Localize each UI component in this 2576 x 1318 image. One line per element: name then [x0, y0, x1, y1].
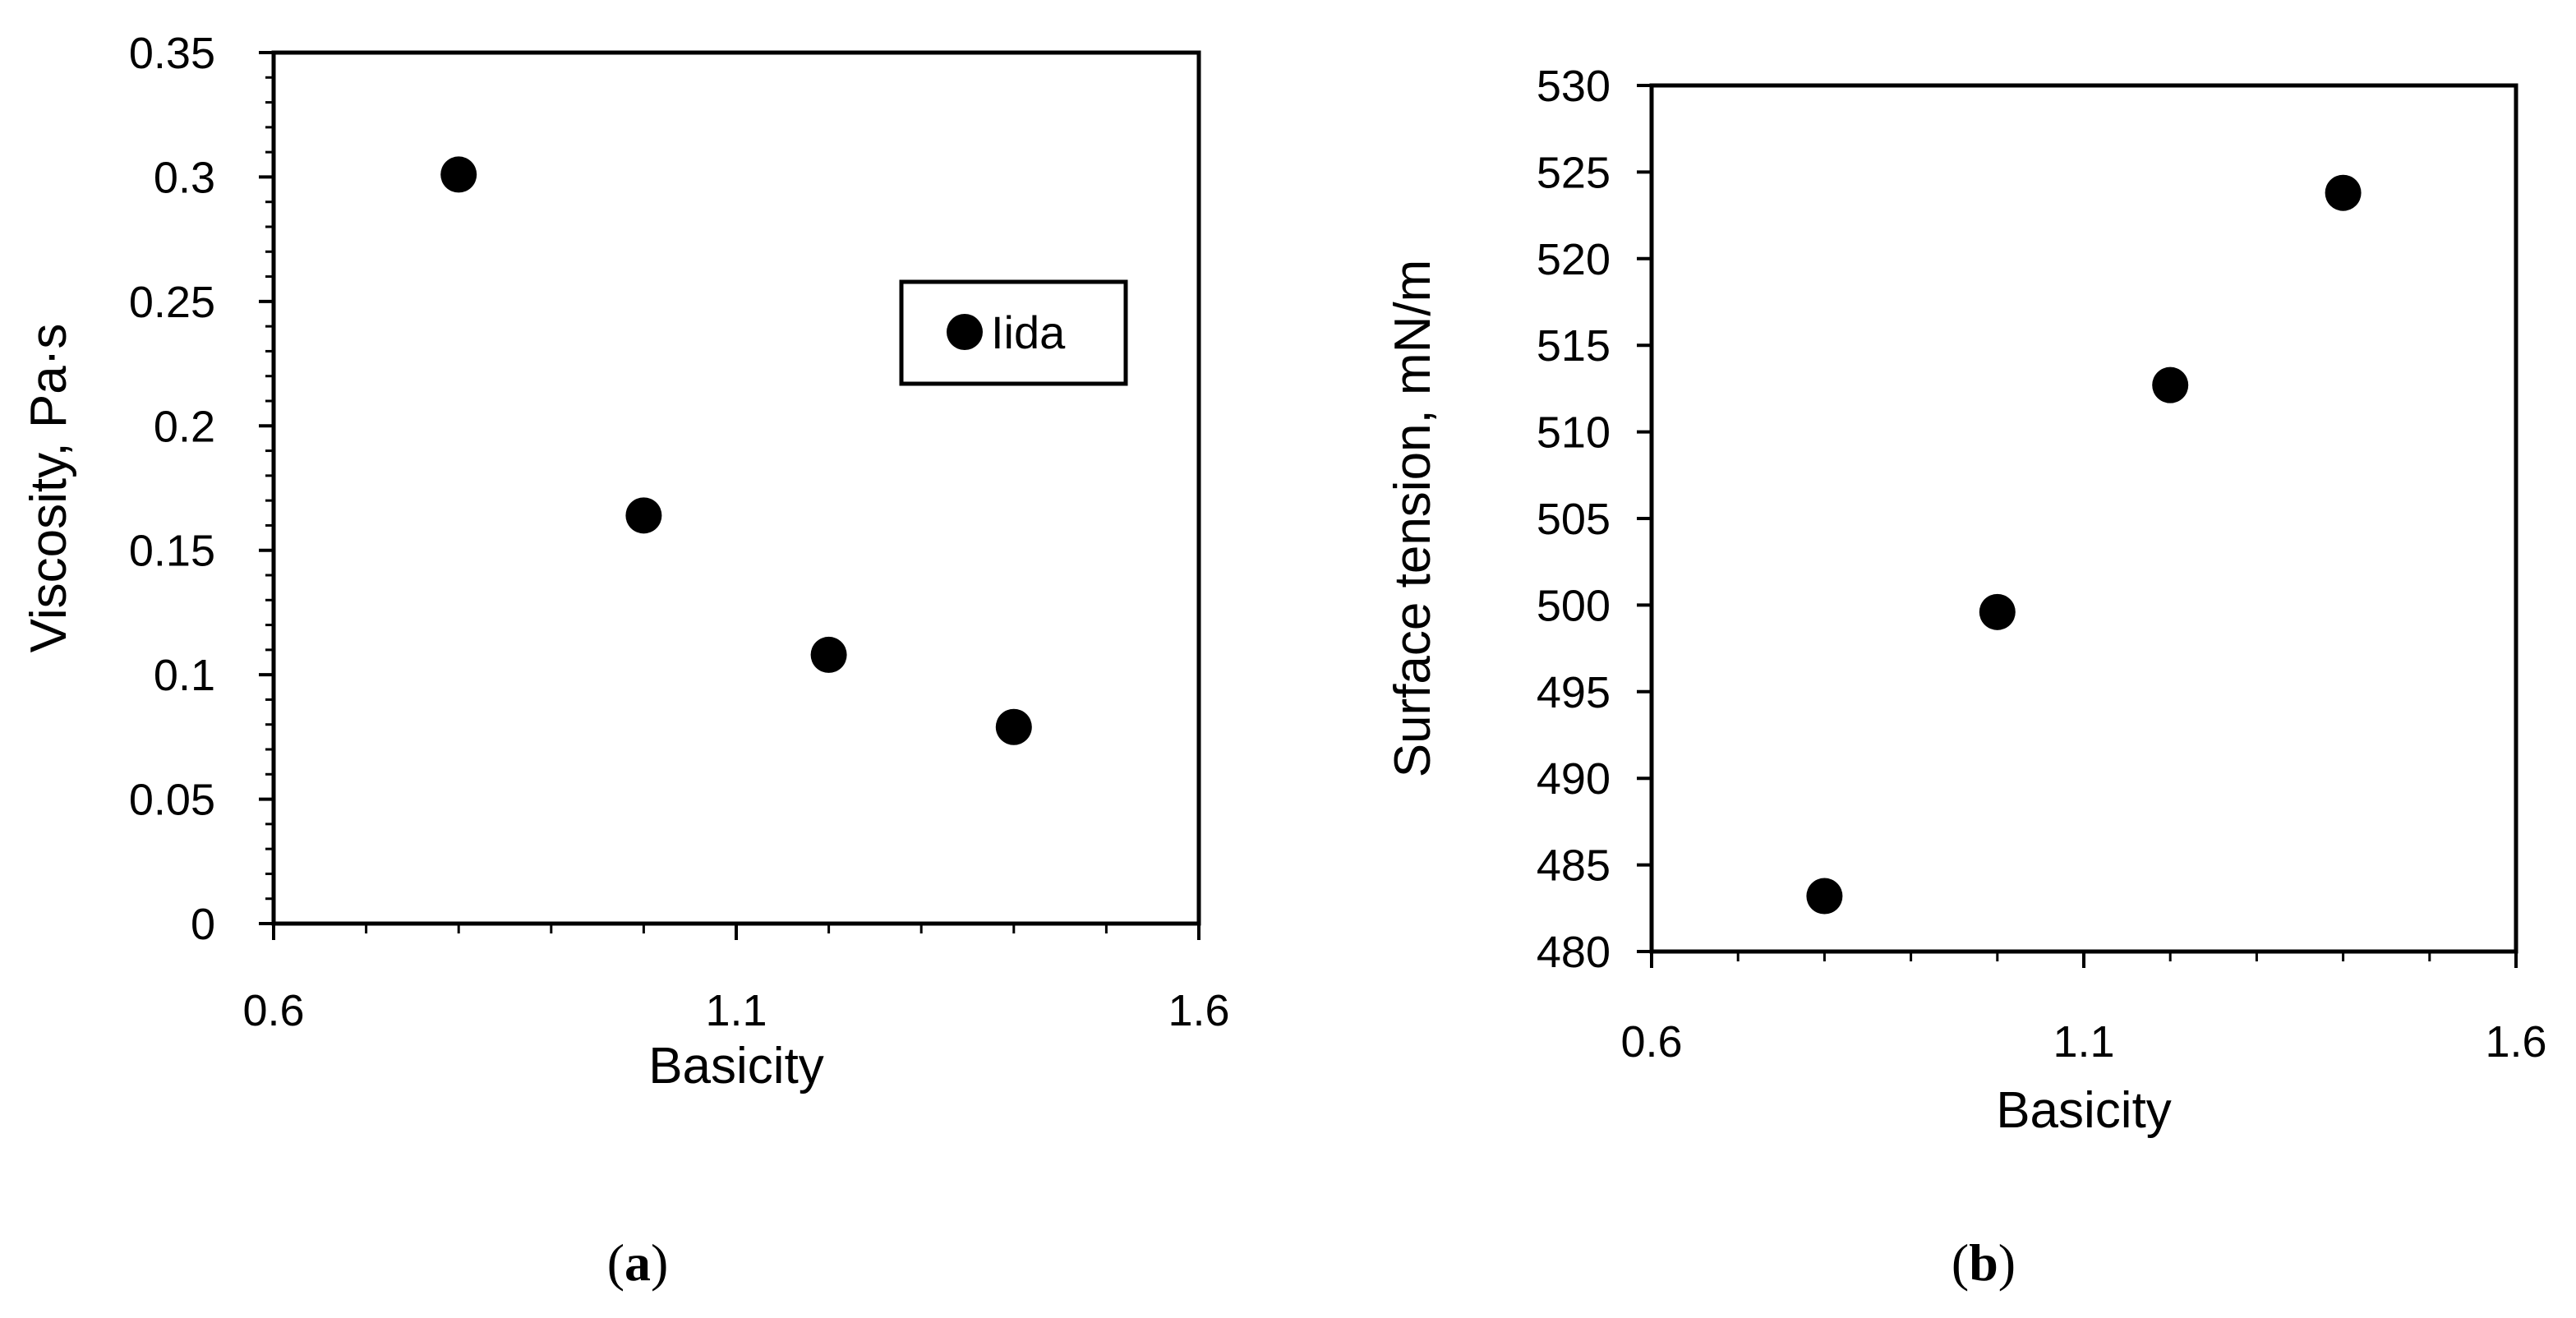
y-tick-label: 495	[1537, 668, 1611, 717]
y-tick-label: 490	[1537, 754, 1611, 804]
y-tick-label: 505	[1537, 495, 1611, 544]
y-tick-label: 0.15	[129, 527, 215, 576]
y-tick-label: 480	[1537, 928, 1611, 977]
points-b	[1806, 174, 2362, 915]
data-point	[1806, 878, 1843, 915]
data-point	[1979, 593, 2016, 630]
panel-label-a: (a)	[607, 1233, 669, 1292]
data-point	[625, 497, 662, 534]
x-ticks-a: 0.6 1.1 1.6	[242, 924, 1230, 1035]
y-tick-label: 500	[1537, 581, 1611, 630]
y-axis-title-b: Surface tension, mN/m	[1385, 260, 1441, 778]
y-tick-label: 0.2	[154, 402, 215, 451]
x-axis-title-b: Basicity	[1996, 1082, 2172, 1139]
y-tick-label: 0.35	[129, 29, 215, 78]
data-point	[2152, 366, 2189, 403]
plot-frame-a	[271, 50, 1201, 926]
data-point	[440, 156, 477, 193]
y-axis-title-a: Viscosity, Pa·s	[21, 324, 77, 653]
chart-panel-a: 0 0.05 0.1 0.15 0.2 0.25 0.3 0.35 0.6 1.1 1.6 Iid…	[21, 29, 1230, 1292]
y-tick-label: 485	[1537, 841, 1611, 891]
x-tick-label: 1.1	[2053, 1017, 2114, 1067]
data-point	[995, 708, 1032, 745]
x-tick-label: 1.6	[1168, 986, 1229, 1035]
chart-panel-b: 480 485 490 495 500 505 510 515 520 525 530 0.6 1.1…	[1385, 62, 2547, 1292]
x-tick-label: 1.1	[705, 986, 767, 1035]
x-ticks-b: 0.6 1.1 1.6	[1620, 952, 2547, 1067]
x-tick-label: 0.6	[242, 986, 304, 1035]
y-tick-label: 0.25	[129, 278, 215, 327]
y-tick-label: 0.3	[154, 153, 215, 202]
y-tick-label: 525	[1537, 148, 1611, 197]
data-point	[810, 636, 847, 673]
x-tick-label: 1.6	[2485, 1017, 2546, 1067]
legend: Iida	[899, 279, 1128, 386]
legend-marker	[947, 314, 983, 350]
y-tick-label: 510	[1537, 408, 1611, 458]
y-ticks-a: 0 0.05 0.1 0.15 0.2 0.25 0.3 0.35	[129, 29, 274, 949]
points-a	[440, 156, 1032, 745]
x-axis-title-a: Basicity	[648, 1038, 824, 1094]
y-tick-label: 0	[191, 900, 215, 949]
y-tick-label: 520	[1537, 235, 1611, 284]
y-tick-label: 515	[1537, 321, 1611, 371]
data-point	[2325, 174, 2362, 211]
y-ticks-b: 480 485 490 495 500 505 510 515 520 525 530	[1537, 62, 1652, 977]
panel-label-b: (b)	[1952, 1233, 2016, 1292]
plot-frame-b	[1649, 83, 2518, 954]
y-tick-label: 0.1	[154, 651, 215, 700]
x-tick-label: 0.6	[1620, 1017, 1682, 1067]
legend-label-iida: Iida	[991, 306, 1066, 358]
y-tick-label: 530	[1537, 62, 1611, 111]
y-tick-label: 0.05	[129, 776, 215, 825]
legend-box	[899, 279, 1128, 386]
